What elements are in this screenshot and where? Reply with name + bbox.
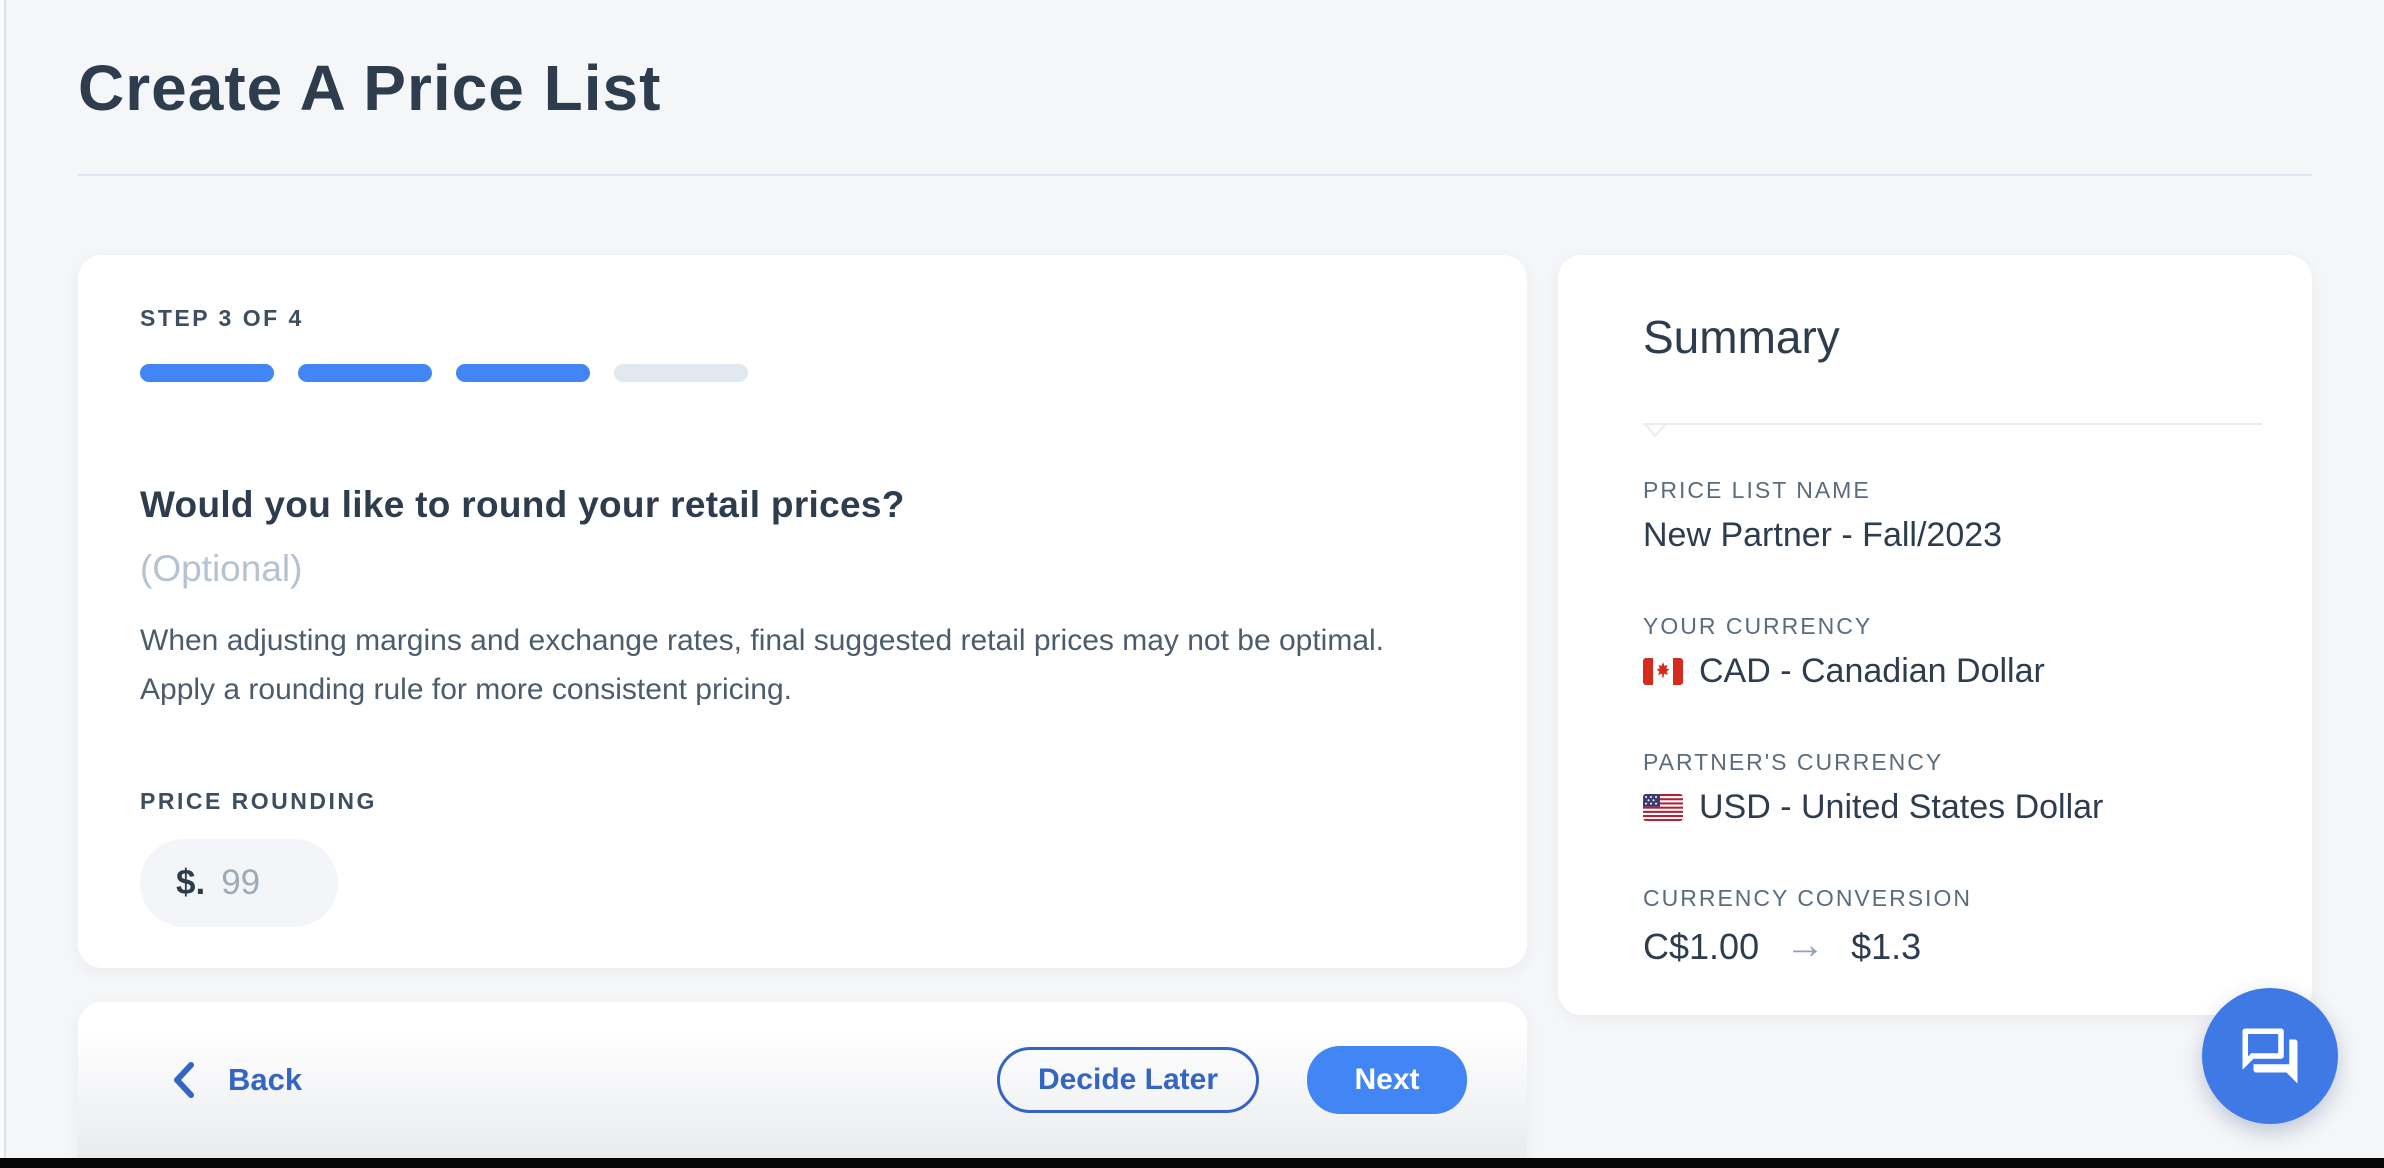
back-button[interactable]: Back xyxy=(172,1061,302,1099)
summary-divider xyxy=(1643,423,2262,438)
summary-item: PARTNER'S CURRENCY xyxy=(1643,749,2262,827)
divider-tail xyxy=(1645,425,1666,438)
footer-bar: Back Decide Later Next xyxy=(78,1002,1527,1158)
conversion-to: $1.3 xyxy=(1851,926,1922,967)
arrow-right-icon: → xyxy=(1785,923,1826,967)
currency-prefix: $. xyxy=(176,863,206,902)
summary-item-label: PARTNER'S CURRENCY xyxy=(1643,749,1944,775)
price-rounding-label: PRICE ROUNDING xyxy=(140,788,377,814)
summary-item: PRICE LIST NAME New Partner - Fall/2023 xyxy=(1643,477,2262,555)
summary-item-value: New Partner - Fall/2023 xyxy=(1643,516,2003,554)
left-window-edge-line xyxy=(4,0,6,1168)
summary-item-value: CAD - Canadian Dollar xyxy=(1643,652,2262,691)
currency-value-text: USD - United States Dollar xyxy=(1699,788,2104,826)
summary-card: Summary PRICE LIST NAME New Partner - Fa… xyxy=(1558,255,2312,1015)
chevron-left-icon xyxy=(172,1061,196,1099)
description-text: When adjusting margins and exchange rate… xyxy=(140,624,1385,706)
wizard-card: STEP 3 OF 4 Would you like to round your… xyxy=(78,255,1527,968)
progress-segment-4 xyxy=(614,364,748,382)
chat-fab-button[interactable] xyxy=(2202,988,2338,1124)
progress-bar xyxy=(140,364,1465,382)
left-window-edge xyxy=(0,0,4,1168)
chat-bubbles-icon xyxy=(2237,1023,2303,1089)
next-button[interactable]: Next xyxy=(1307,1046,1467,1114)
footer-actions: Decide Later Next xyxy=(997,1046,1467,1114)
progress-segment-3 xyxy=(456,364,590,382)
step-label: STEP 3 OF 4 xyxy=(140,305,304,331)
summary-title: Summary xyxy=(1643,311,1840,363)
bottom-window-edge xyxy=(0,1158,2384,1168)
title-divider xyxy=(78,174,2312,176)
conversion-from: C$1.00 xyxy=(1643,926,1760,967)
back-label: Back xyxy=(228,1062,303,1097)
summary-item-value: C$1.00 → $1.3 xyxy=(1643,923,2262,968)
summary-item-label: CURRENCY CONVERSION xyxy=(1643,885,1972,911)
optional-text: (Optional) xyxy=(140,548,303,589)
price-rounding-placeholder: 99 xyxy=(221,863,261,902)
page-title: Create A Price List xyxy=(78,51,662,124)
summary-item-value: USD - United States Dollar xyxy=(1643,788,2262,827)
summary-item: YOUR CURRENCY CAD - Canadian Dollar xyxy=(1643,613,2262,691)
decide-later-button[interactable]: Decide Later xyxy=(997,1047,1259,1113)
progress-segment-1 xyxy=(140,364,274,382)
canada-flag-icon xyxy=(1643,658,1683,685)
summary-item-label: PRICE LIST NAME xyxy=(1643,477,1871,503)
summary-item: CURRENCY CONVERSION C$1.00 → $1.3 xyxy=(1643,885,2262,968)
price-rounding-input[interactable]: $. 99 xyxy=(140,839,338,927)
progress-segment-2 xyxy=(298,364,432,382)
currency-value-text: CAD - Canadian Dollar xyxy=(1699,652,2045,690)
summary-item-label: YOUR CURRENCY xyxy=(1643,613,1873,639)
question-text: Would you like to round your retail pric… xyxy=(140,484,905,525)
us-flag-icon xyxy=(1643,794,1683,821)
